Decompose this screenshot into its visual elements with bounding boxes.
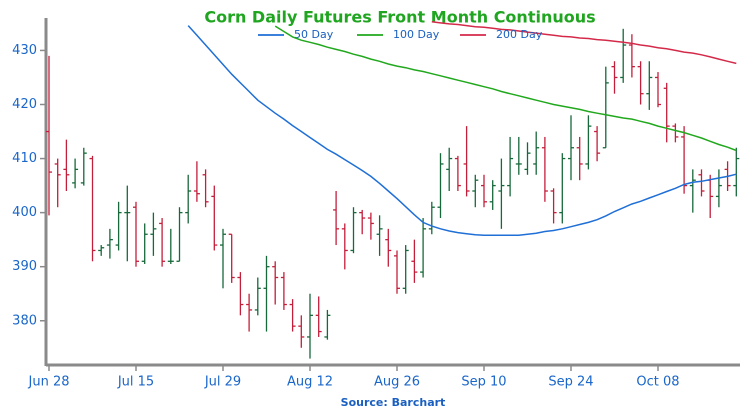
chart-title: Corn Daily Futures Front Month Continuou…: [204, 8, 595, 27]
y-tick-label: 390: [12, 259, 37, 274]
y-tick-label: 380: [12, 313, 37, 328]
y-tick-label: 400: [12, 205, 37, 220]
legend-label: 50 Day: [294, 28, 334, 41]
y-tick-label: 410: [12, 151, 37, 166]
x-tick-label: Oct 08: [636, 375, 679, 390]
x-tick-label: Jul 29: [204, 375, 241, 390]
x-tick-label: Aug 12: [287, 375, 333, 390]
x-tick-label: Sep 24: [548, 375, 593, 390]
y-tick-label: 430: [12, 43, 37, 58]
legend-label: 200 Day: [496, 28, 543, 41]
moving-average-line: [274, 25, 737, 152]
x-tick-label: Sep 10: [461, 375, 506, 390]
source: Source: Barchart: [341, 396, 446, 409]
x-tick-label: Aug 26: [374, 375, 420, 390]
legend-label: 100 Day: [393, 28, 440, 41]
moving-average-line: [431, 21, 737, 65]
moving-average-line: [187, 25, 737, 237]
x-tick-label: Jun 28: [28, 375, 70, 390]
x-tick-label: Jul 15: [117, 375, 154, 390]
y-tick-label: 420: [12, 97, 37, 112]
